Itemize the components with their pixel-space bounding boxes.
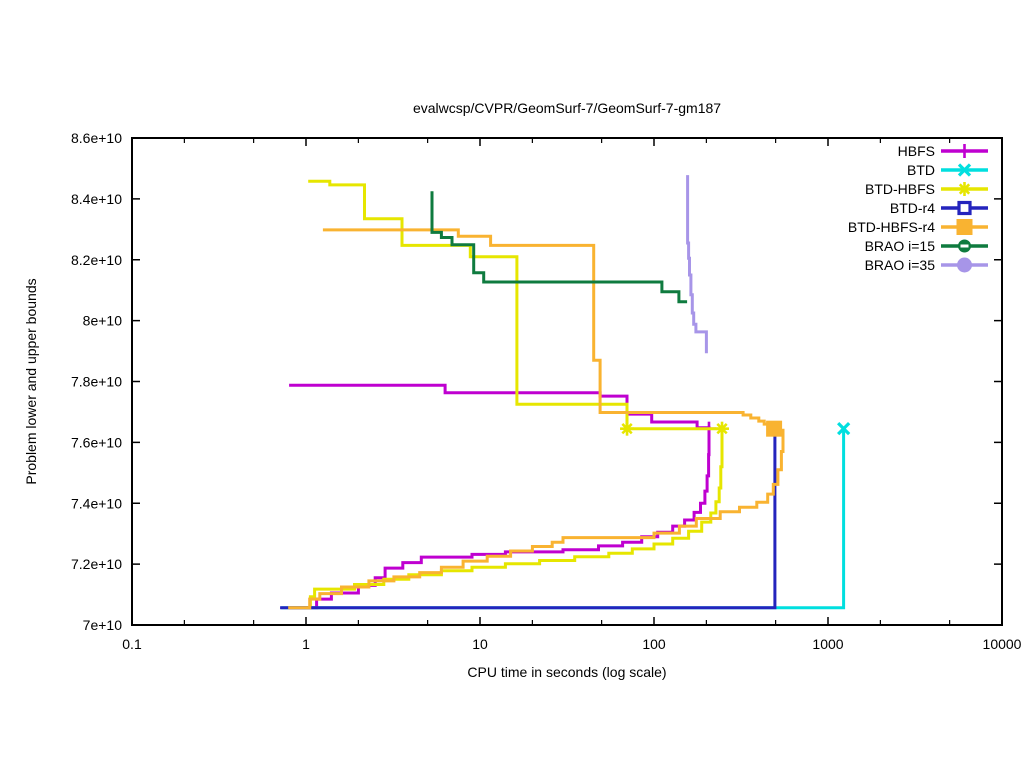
x-tick-label-10000: 10000 <box>983 636 1022 652</box>
legend-marker-btd-r4 <box>957 200 972 216</box>
legend-marker-hbfs <box>957 144 972 158</box>
legend-label-btd: BTD <box>907 162 935 178</box>
legend-label-hbfs: HBFS <box>898 143 935 159</box>
series-btd-hbfs-r4-upper-bound-line <box>322 228 776 429</box>
x-tick-label-100: 100 <box>642 636 666 652</box>
y-tick-label-7e+10: 7e+10 <box>83 617 123 633</box>
series-btd-hbfs-lower-bound-line <box>306 428 724 610</box>
plot-border <box>131 137 1003 626</box>
series-btd-hbfs-r4-lower-bound-line <box>288 428 785 610</box>
btd-hbfs-marker <box>715 421 730 436</box>
btd-marker <box>837 422 851 436</box>
series-btd-r4-lower-bound-line <box>280 428 777 610</box>
series-hbfs-lower-bound-line <box>289 428 711 610</box>
x-tick-label-1: 1 <box>302 636 310 652</box>
x-axis-label: CPU time in seconds (log scale) <box>467 664 666 680</box>
x-tick-label-10: 10 <box>472 636 488 652</box>
legend-label-brao-i-15: BRAO i=15 <box>865 238 936 254</box>
y-tick-label-7.4e+10: 7.4e+10 <box>71 495 122 511</box>
legend-marker-btd-hbfs-r4 <box>956 219 973 235</box>
chart-title: evalwcsp/CVPR/GeomSurf-7/GeomSurf-7-gm18… <box>413 100 721 116</box>
series-btd-lower-bound-line <box>281 428 846 610</box>
y-tick-label-7.6e+10: 7.6e+10 <box>71 434 122 450</box>
legend-marker-brao-i-15 <box>958 239 971 253</box>
btd-hbfs-marker <box>620 421 635 436</box>
legend-label-btd-hbfs-r4: BTD-HBFS-r4 <box>848 219 935 235</box>
x-tick-label-1000: 1000 <box>812 636 843 652</box>
y-tick-label-7.8e+10: 7.8e+10 <box>71 374 122 390</box>
y-axis-label: Problem lower and upper bounds <box>23 278 39 484</box>
series-brao-i-15-upper-bound-line <box>430 191 688 304</box>
legend-label-brao-i-35: BRAO i=35 <box>865 257 936 273</box>
legend-marker-brao-i-35 <box>957 257 972 273</box>
series-btd-hbfs-upper-bound-line <box>308 179 722 431</box>
legend-marker-btd-hbfs <box>957 182 972 196</box>
y-tick-label-8.4e+10: 8.4e+10 <box>71 191 122 207</box>
x-tick-label-0.1: 0.1 <box>122 636 142 652</box>
series-brao-i-35-upper-bound-line <box>686 175 708 354</box>
y-tick-label-8e+10: 8e+10 <box>83 313 123 329</box>
legend-label-btd-hbfs: BTD-HBFS <box>865 181 935 197</box>
legend-label-btd-r4: BTD-r4 <box>890 200 935 216</box>
y-tick-label-8.6e+10: 8.6e+10 <box>71 130 122 146</box>
legend-marker-btd <box>957 163 972 177</box>
y-tick-label-8.2e+10: 8.2e+10 <box>71 252 122 268</box>
series-hbfs-upper-bound-line <box>289 383 711 430</box>
y-tick-label-7.2e+10: 7.2e+10 <box>71 556 122 572</box>
btd-hbfs-r4-marker <box>766 420 783 437</box>
